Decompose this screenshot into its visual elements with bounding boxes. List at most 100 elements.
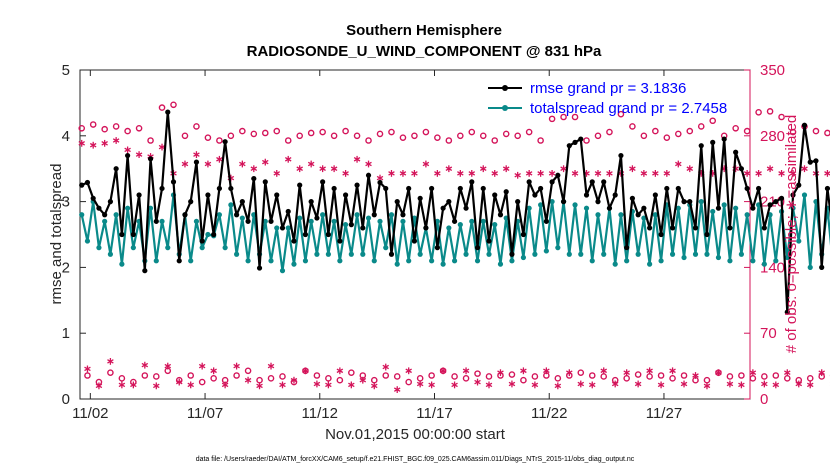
obs-assimilated-point <box>319 165 326 173</box>
obs-assimilated-point <box>330 165 338 173</box>
obs-assimilated-stroke <box>164 363 172 369</box>
obs-assimilated-stroke <box>761 381 768 387</box>
totalspread-point <box>497 261 504 267</box>
obs-assimilated-stroke <box>353 157 361 162</box>
obs-assimilated-stroke <box>107 359 114 364</box>
rmse-point <box>583 192 590 198</box>
obs-assimilated-stroke <box>78 141 85 146</box>
totalspread-point <box>761 261 767 267</box>
rmse-point <box>790 192 796 198</box>
obs-assimilated-point <box>348 381 355 389</box>
obs-possible-point <box>319 128 326 136</box>
obs-assimilated-point <box>577 380 585 388</box>
obs-assimilated-stroke <box>371 383 378 389</box>
rmse-point <box>216 185 222 192</box>
obs-assimilated-point <box>755 170 762 177</box>
obs-possible-point <box>135 124 143 132</box>
obs-possible-point <box>434 134 441 141</box>
totalspread-point <box>417 251 423 257</box>
rmse-point <box>228 185 234 192</box>
x-tick-label: 11/12 <box>302 405 338 422</box>
obs-possible-point <box>537 137 544 144</box>
rmse-point <box>492 192 498 198</box>
obs-assimilated-stroke <box>502 166 510 171</box>
obs-assimilated-point <box>359 376 367 384</box>
obs-possible-point <box>657 372 665 379</box>
obs-possible-point <box>204 134 212 141</box>
obs-assimilated-point <box>193 151 200 158</box>
obs-possible-point <box>198 378 206 386</box>
obs-assimilated-point <box>307 160 315 168</box>
obs-assimilated-stroke <box>686 166 694 171</box>
obs-possible-point <box>399 134 407 141</box>
y-left-tick-label: 2 <box>62 259 70 276</box>
rmse-point <box>429 185 435 192</box>
totalspread-point <box>807 264 813 270</box>
obs-assimilated-stroke <box>646 368 653 374</box>
obs-assimilated-stroke <box>738 382 745 388</box>
obs-assimilated-stroke <box>520 368 527 374</box>
obs-assimilated-stroke <box>606 171 613 176</box>
obs-assimilated-point <box>233 362 240 370</box>
rmse-point <box>365 172 372 178</box>
obs-assimilated-point <box>325 381 332 389</box>
obs-assimilated-point <box>290 376 298 384</box>
legend-rmse-label: rmse grand pr = 3.1836 <box>530 80 686 97</box>
obs-possible-point <box>726 373 734 380</box>
obs-assimilated-point <box>365 160 372 168</box>
rmse-point <box>618 152 624 159</box>
obs-assimilated-point <box>89 141 97 149</box>
obs-assimilated-stroke <box>789 171 797 176</box>
obs-assimilated-point <box>468 170 476 177</box>
totalspread-point <box>618 212 624 218</box>
rmse-point <box>480 185 486 192</box>
obs-assimilated-point <box>680 380 688 388</box>
rmse-point <box>193 159 200 165</box>
obs-assimilated-stroke <box>193 152 200 157</box>
obs-possible-point <box>812 127 820 135</box>
totalspread-point <box>377 218 383 224</box>
obs-possible-point <box>365 137 372 144</box>
obs-assimilated-point <box>806 381 814 389</box>
obs-possible-point <box>789 128 797 136</box>
obs-possible-point <box>239 127 246 135</box>
obs-assimilated-stroke <box>508 381 516 387</box>
totalspread-point <box>647 261 653 267</box>
obs-assimilated-point <box>239 160 246 168</box>
totalspread-point <box>480 218 486 224</box>
rmse-point <box>681 199 687 205</box>
obs-assimilated-stroke <box>554 383 562 389</box>
rmse-point <box>612 192 618 198</box>
rmse-point <box>750 205 756 211</box>
obs-assimilated-stroke <box>491 171 499 176</box>
x-tick-label: 11/27 <box>646 405 682 422</box>
obs-possible-point <box>313 372 321 379</box>
totalspread-point <box>538 202 544 208</box>
rmse-point <box>721 136 727 142</box>
obs-possible-point <box>78 124 86 132</box>
rmse-point <box>130 231 136 238</box>
obs-assimilated-stroke <box>330 166 338 171</box>
rmse-point <box>211 231 217 238</box>
rmse-point <box>520 231 527 238</box>
rmse-point <box>222 139 228 145</box>
obs-assimilated-stroke <box>548 171 556 176</box>
rmse-point <box>188 199 194 205</box>
obs-assimilated-point <box>738 381 745 389</box>
totalspread-point <box>446 225 452 231</box>
obs-assimilated-point <box>772 381 780 389</box>
rmse-point <box>715 205 722 211</box>
obs-assimilated-stroke <box>577 381 585 387</box>
obs-possible-point <box>462 375 470 382</box>
rmse-point <box>451 218 458 224</box>
rmse-point <box>572 139 578 145</box>
totalspread-point <box>348 251 354 257</box>
obs-assimilated-stroke <box>485 382 493 388</box>
rmse-point <box>698 143 704 149</box>
totalspread-point <box>291 261 297 267</box>
rmse-line <box>81 111 830 314</box>
totalspread-point <box>784 254 790 261</box>
rmse-point <box>153 218 159 224</box>
rmse-point <box>119 231 125 238</box>
obs-assimilated-point <box>112 137 120 144</box>
